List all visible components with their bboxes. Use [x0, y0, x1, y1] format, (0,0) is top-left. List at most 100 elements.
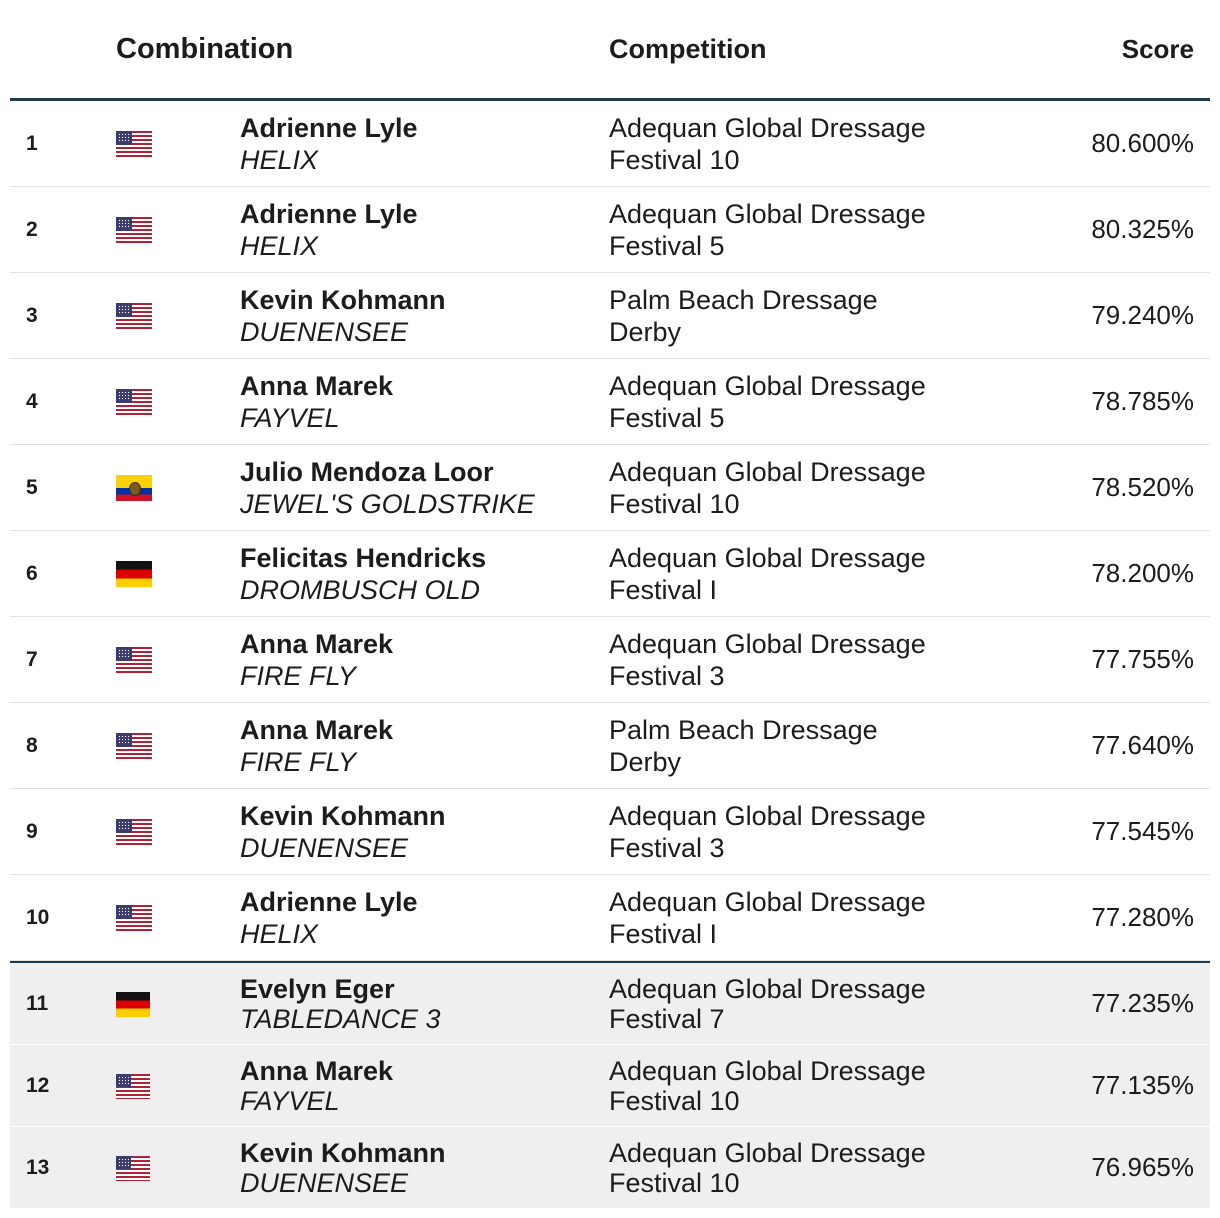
rider-name[interactable]: Anna Marek: [240, 628, 394, 659]
table-row[interactable]: 12 Anna Marek FAYVEL Adequan Global Dressag…: [10, 1045, 1210, 1127]
competition-name[interactable]: Adequan Global Dressage Festival 10: [609, 1137, 926, 1198]
rider-name[interactable]: Adrienne Lyle: [240, 198, 418, 229]
score-value: 76.965%: [1091, 1152, 1194, 1182]
header-score: Score: [1121, 33, 1194, 64]
us-flag-icon: [116, 388, 152, 415]
us-flag-icon: [116, 1155, 150, 1181]
rider-name[interactable]: Evelyn Eger: [240, 973, 395, 1004]
combination-cell: Kevin Kohmann DUENENSEE: [240, 1127, 446, 1208]
score-value: 77.135%: [1091, 1070, 1194, 1100]
horse-name[interactable]: JEWEL'S GOLDSTRIKE: [240, 488, 535, 519]
horse-name[interactable]: DROMBUSCH OLD: [240, 574, 481, 605]
rank-number: 11: [26, 991, 49, 1015]
combination-cell: Julio Mendoza Loor JEWEL'S GOLDSTRIKE: [240, 445, 535, 530]
combination-cell: Adrienne Lyle HELIX: [240, 875, 418, 960]
horse-name[interactable]: DUENENSEE: [240, 316, 409, 347]
horse-name[interactable]: FIRE FLY: [240, 660, 357, 691]
rank-number: 3: [26, 303, 38, 327]
combination-cell: Kevin Kohmann DUENENSEE: [240, 273, 446, 358]
table-row[interactable]: 10 Adrienne Lyle HELIX Adequan Global Dress…: [10, 875, 1210, 961]
competition-name[interactable]: Adequan Global Dressage Festival 10: [609, 1055, 926, 1116]
table-row[interactable]: 9 Kevin Kohmann DUENENSEE Adequan Global Dr…: [10, 789, 1210, 875]
rider-name[interactable]: Anna Marek: [240, 1055, 394, 1086]
score-value: 77.280%: [1091, 902, 1194, 932]
header-combination: Combination: [116, 33, 294, 65]
competition-name[interactable]: Palm Beach Dressage Derby: [609, 714, 878, 777]
competition-name[interactable]: Adequan Global Dressage Festival 7: [609, 973, 926, 1034]
competition-name[interactable]: Adequan Global Dressage Festival 10: [609, 112, 926, 175]
competition-name[interactable]: Palm Beach Dressage Derby: [609, 284, 878, 347]
horse-name[interactable]: FIRE FLY: [240, 746, 357, 777]
combination-cell: Adrienne Lyle HELIX: [240, 101, 418, 186]
rankings-table: Combination Competition Score 1 Adrienne …: [10, 0, 1210, 1209]
combination-cell: Kevin Kohmann DUENENSEE: [240, 789, 446, 874]
table-row[interactable]: 4 Anna Marek FAYVEL Adequan Global Dressage…: [10, 359, 1210, 445]
table-row[interactable]: 2 Adrienne Lyle HELIX Adequan Global Dressa…: [10, 187, 1210, 273]
score-value: 78.520%: [1091, 472, 1194, 502]
competition-name[interactable]: Adequan Global Dressage Festival I: [609, 886, 926, 949]
rider-name[interactable]: Julio Mendoza Loor: [240, 456, 494, 487]
horse-name[interactable]: FAYVEL: [240, 1085, 340, 1116]
horse-name[interactable]: HELIX: [240, 918, 319, 949]
header-competition: Competition: [609, 34, 767, 64]
table-row[interactable]: 11 Evelyn Eger TABLEDANCE 3 Adequan Global …: [10, 961, 1210, 1045]
score-value: 77.640%: [1091, 730, 1194, 760]
us-flag-icon: [116, 818, 152, 845]
rider-name[interactable]: Kevin Kohmann: [240, 1137, 446, 1168]
table-header: Combination Competition Score: [10, 0, 1210, 101]
combination-cell: Evelyn Eger TABLEDANCE 3: [240, 963, 441, 1044]
rider-name[interactable]: Anna Marek: [240, 714, 394, 745]
competition-name[interactable]: Adequan Global Dressage Festival 5: [609, 370, 926, 433]
rider-name[interactable]: Adrienne Lyle: [240, 112, 418, 143]
rider-name[interactable]: Kevin Kohmann: [240, 284, 446, 315]
rank-number: 9: [26, 819, 38, 843]
table-row[interactable]: 13 Kevin Kohmann DUENENSEE Adequan Global D…: [10, 1127, 1210, 1209]
horse-name[interactable]: DUENENSEE: [240, 1167, 409, 1198]
combination-cell: Adrienne Lyle HELIX: [240, 187, 418, 272]
score-value: 78.200%: [1091, 558, 1194, 588]
score-value: 80.325%: [1091, 214, 1194, 244]
de-flag-icon: [116, 560, 152, 587]
table-row[interactable]: 1 Adrienne Lyle HELIX Adequan Global Dressa…: [10, 101, 1210, 187]
ec-flag-icon: [116, 474, 152, 501]
combination-cell: Anna Marek FIRE FLY: [240, 617, 393, 702]
rank-number: 7: [26, 647, 38, 671]
competition-name[interactable]: Adequan Global Dressage Festival 5: [609, 198, 926, 261]
rider-name[interactable]: Felicitas Hendricks: [240, 542, 487, 573]
table-body: 1 Adrienne Lyle HELIX Adequan Global Dressa…: [10, 101, 1210, 1209]
table-row[interactable]: 8 Anna Marek FIRE FLY Palm Beach Dressage D…: [10, 703, 1210, 789]
us-flag-icon: [116, 732, 152, 759]
horse-name[interactable]: FAYVEL: [240, 402, 340, 433]
competition-name[interactable]: Adequan Global Dressage Festival 3: [609, 800, 926, 863]
competition-name[interactable]: Adequan Global Dressage Festival I: [609, 542, 926, 605]
horse-name[interactable]: HELIX: [240, 230, 319, 261]
table-row[interactable]: 6 Felicitas Hendricks DROMBUSCH OLD Adequan…: [10, 531, 1210, 617]
us-flag-icon: [116, 216, 152, 243]
de-flag-icon: [116, 991, 150, 1017]
rank-number: 2: [26, 217, 38, 241]
combination-cell: Felicitas Hendricks DROMBUSCH OLD: [240, 531, 486, 616]
rank-number: 4: [26, 389, 38, 413]
score-value: 79.240%: [1091, 300, 1194, 330]
us-flag-icon: [116, 302, 152, 329]
competition-name[interactable]: Adequan Global Dressage Festival 10: [609, 456, 926, 519]
rank-number: 6: [26, 561, 38, 585]
table-row[interactable]: 3 Kevin Kohmann DUENENSEE Palm Beach Dressa…: [10, 273, 1210, 359]
rider-name[interactable]: Adrienne Lyle: [240, 886, 418, 917]
score-value: 77.755%: [1091, 644, 1194, 674]
rider-name[interactable]: Kevin Kohmann: [240, 800, 446, 831]
us-flag-icon: [116, 646, 152, 673]
combination-cell: Anna Marek FAYVEL: [240, 359, 393, 444]
horse-name[interactable]: HELIX: [240, 144, 319, 175]
us-flag-icon: [116, 1073, 150, 1099]
combination-cell: Anna Marek FIRE FLY: [240, 703, 393, 788]
us-flag-icon: [116, 130, 152, 157]
table-row[interactable]: 5 Julio Mendoza Loor JEWEL'S GOLDSTRIKE Ade…: [10, 445, 1210, 531]
rider-name[interactable]: Anna Marek: [240, 370, 394, 401]
horse-name[interactable]: TABLEDANCE 3: [240, 1003, 441, 1034]
competition-name[interactable]: Adequan Global Dressage Festival 3: [609, 628, 926, 691]
rank-number: 5: [26, 475, 38, 499]
score-value: 77.235%: [1091, 988, 1194, 1018]
table-row[interactable]: 7 Anna Marek FIRE FLY Adequan Global Dressa…: [10, 617, 1210, 703]
horse-name[interactable]: DUENENSEE: [240, 832, 409, 863]
